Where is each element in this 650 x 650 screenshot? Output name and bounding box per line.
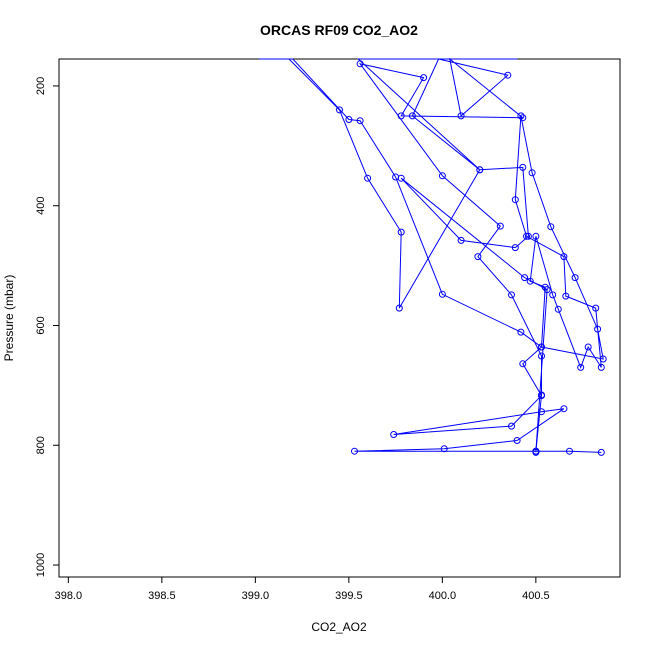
x-tick-label: 400.0 <box>429 590 457 602</box>
data-point <box>584 343 592 351</box>
data-point <box>496 222 504 230</box>
data-point <box>543 286 551 294</box>
data-point <box>517 112 525 120</box>
x-tick-label: 400.5 <box>522 590 550 602</box>
data-point <box>511 196 519 204</box>
data-point <box>532 447 540 455</box>
data-point <box>457 236 465 244</box>
data-point <box>351 447 358 455</box>
data-point <box>526 277 534 285</box>
data-point <box>597 448 605 456</box>
data-point <box>554 305 562 313</box>
data-point <box>397 228 405 236</box>
series-line <box>356 58 548 452</box>
y-axis-label: Pressure (mbar) <box>2 275 16 362</box>
data-point <box>390 431 398 438</box>
data-point <box>508 291 515 299</box>
data-point <box>519 163 527 171</box>
data-point <box>440 445 448 453</box>
series-line <box>259 58 604 453</box>
data-point <box>562 292 570 300</box>
data-point <box>438 172 446 180</box>
data-point <box>408 112 416 120</box>
data-point <box>519 114 527 122</box>
y-tick-label: 200 <box>35 77 47 95</box>
x-axis: 398.0 398.5 399.0 399.5 400.0 400.5 <box>55 577 550 602</box>
data-point <box>532 232 540 240</box>
data-point <box>397 112 405 120</box>
data-point <box>597 363 605 371</box>
data-point <box>549 291 557 299</box>
y-tick-label: 600 <box>35 316 47 334</box>
data-point <box>519 360 527 368</box>
data-point <box>594 325 602 333</box>
data-point <box>560 253 568 261</box>
y-tick-label: 400 <box>35 197 47 215</box>
data-point <box>524 232 532 240</box>
data-point <box>364 174 372 182</box>
data-point <box>420 74 428 82</box>
data-point <box>566 447 573 455</box>
data-point <box>395 304 403 312</box>
data-point <box>457 112 465 120</box>
data-point <box>397 174 405 182</box>
plot-frame <box>58 58 621 578</box>
data-point <box>528 169 536 177</box>
data-point <box>336 106 343 114</box>
x-tick-label: 399.5 <box>335 590 363 602</box>
data-point <box>523 232 530 240</box>
x-axis-label: CO2_AO2 <box>311 620 367 634</box>
y-tick-label: 800 <box>35 436 47 454</box>
data-point <box>538 352 545 360</box>
data-point <box>476 166 484 174</box>
data-point <box>538 343 545 351</box>
data-point <box>521 274 529 282</box>
data-point <box>577 363 585 371</box>
data-point <box>571 274 579 282</box>
data-point <box>592 304 600 312</box>
data-point <box>345 116 353 123</box>
data-point <box>508 422 515 430</box>
data-point <box>513 437 521 444</box>
data-point <box>511 244 519 252</box>
data-point <box>438 290 446 298</box>
y-tick-label: 1000 <box>35 553 47 577</box>
data-point <box>474 253 482 261</box>
x-tick-label: 398.5 <box>148 590 176 602</box>
data-point <box>356 117 364 125</box>
data-point <box>517 328 525 336</box>
x-tick-label: 398.0 <box>55 590 83 602</box>
data-point <box>538 391 545 399</box>
data-point <box>547 223 555 231</box>
chart-title: ORCAS RF09 CO2_AO2 <box>260 22 418 38</box>
x-tick-label: 399.0 <box>242 590 270 602</box>
y-axis: 200 400 600 800 1000 <box>35 77 59 577</box>
series-line <box>288 57 542 453</box>
data-point <box>504 71 512 79</box>
data-point <box>599 355 607 363</box>
data-point <box>560 405 568 413</box>
plot-area <box>259 57 607 456</box>
